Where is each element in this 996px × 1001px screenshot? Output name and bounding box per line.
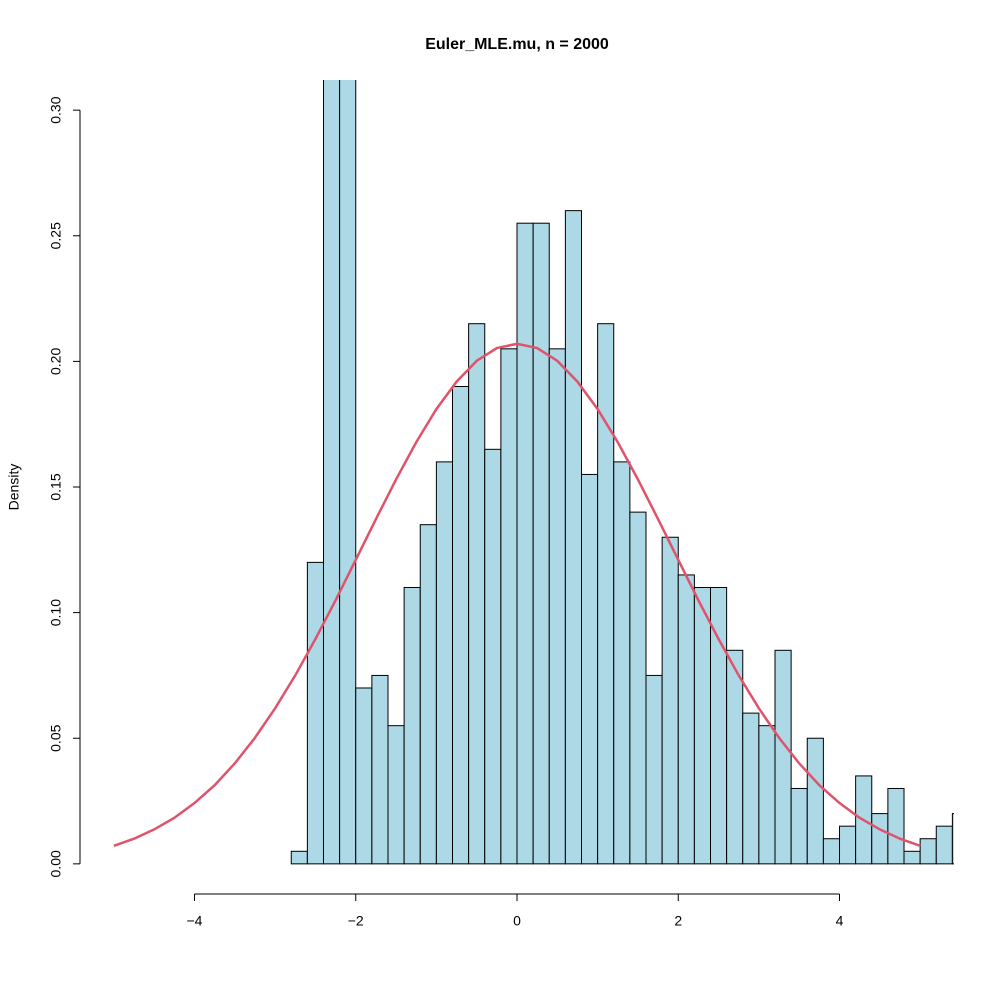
bar	[322, 80, 341, 865]
bar	[387, 725, 405, 865]
bar	[403, 586, 421, 865]
bar	[839, 825, 857, 865]
bar	[548, 348, 566, 865]
x-tick-label: −4	[187, 913, 203, 929]
x-tick-label: −2	[348, 913, 364, 929]
bar	[677, 574, 695, 865]
x-tick-label: 2	[674, 913, 682, 929]
bar	[468, 323, 486, 865]
bar	[613, 461, 631, 865]
bar	[306, 561, 324, 865]
bar	[516, 222, 534, 865]
bar	[774, 649, 792, 865]
bar	[355, 687, 373, 865]
bar	[871, 813, 889, 865]
bar	[758, 725, 776, 865]
x-tick-label: 4	[836, 913, 844, 929]
bar	[887, 787, 905, 865]
bar	[742, 712, 760, 865]
bar	[919, 838, 937, 865]
bar	[661, 536, 679, 865]
y-axis-label: Density	[6, 464, 22, 511]
bar	[564, 210, 583, 865]
y-tick-label: 0.30	[48, 96, 64, 123]
density-curve	[113, 342, 921, 847]
bar	[435, 461, 453, 865]
y-tick-label: 0.05	[48, 724, 64, 751]
bar	[484, 448, 502, 865]
bar	[339, 80, 357, 865]
bar	[500, 348, 518, 865]
y-tick-label: 0.20	[48, 348, 64, 375]
bar	[951, 813, 954, 865]
bar	[903, 850, 921, 865]
bar	[371, 674, 389, 865]
y-tick-label: 0.25	[48, 222, 64, 249]
bar	[290, 850, 308, 865]
bar	[790, 787, 808, 865]
bar	[726, 649, 744, 865]
y-tick-label: 0.15	[48, 473, 64, 500]
bar	[581, 473, 599, 865]
bar	[935, 825, 953, 865]
bar	[451, 386, 470, 865]
x-tick-label: 0	[513, 913, 521, 929]
bar	[806, 737, 824, 865]
y-tick-label: 0.00	[48, 850, 64, 877]
bar	[532, 222, 550, 865]
bar	[693, 586, 712, 865]
bar	[645, 674, 663, 865]
bar	[822, 838, 841, 865]
chart-title: Euler_MLE.mu, n = 2000	[425, 36, 609, 53]
plot-area	[113, 80, 954, 865]
y-tick-label: 0.10	[48, 599, 64, 626]
bar	[629, 511, 647, 865]
bar	[419, 524, 437, 865]
bar	[597, 323, 615, 865]
